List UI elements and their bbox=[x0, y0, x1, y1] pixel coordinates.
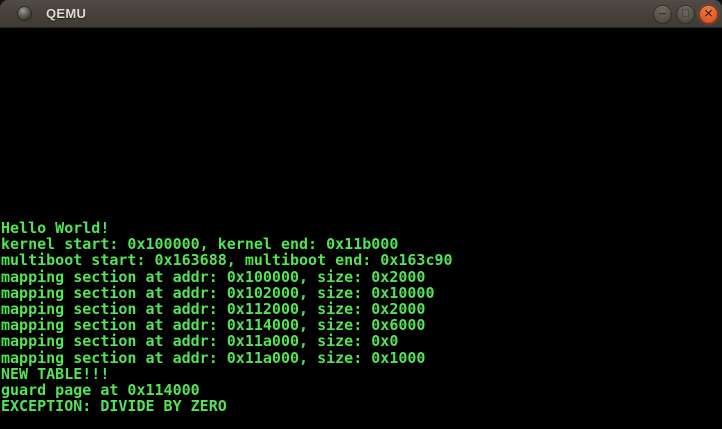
console-line: mapping section at addr: 0x112000, size:… bbox=[1, 299, 426, 318]
console-line: multiboot start: 0x163688, multiboot end… bbox=[1, 251, 453, 270]
minimize-icon: − bbox=[657, 6, 668, 20]
console-line: NEW TABLE!!! bbox=[1, 364, 110, 383]
console-line: mapping section at addr: 0x11a000, size:… bbox=[1, 332, 399, 351]
window-title: QEMU bbox=[46, 6, 87, 21]
console-line: Hello World! bbox=[1, 219, 110, 237]
console-output: Hello World! kernel start: 0x100000, kern… bbox=[1, 220, 453, 414]
console-line: mapping section at addr: 0x11a000, size:… bbox=[1, 348, 426, 367]
maximize-icon: □ bbox=[681, 8, 690, 18]
window-controls: − □ ✕ bbox=[653, 4, 718, 24]
console-line: EXCEPTION: DIVIDE BY ZERO bbox=[1, 397, 227, 416]
qemu-display[interactable]: Hello World! kernel start: 0x100000, kern… bbox=[0, 28, 722, 429]
maximize-button[interactable]: □ bbox=[676, 4, 695, 24]
console-line: mapping section at addr: 0x102000, size:… bbox=[1, 283, 435, 302]
titlebar[interactable]: QEMU − □ ✕ bbox=[0, 0, 722, 28]
console-line: mapping section at addr: 0x100000, size:… bbox=[1, 267, 426, 286]
close-icon: ✕ bbox=[703, 6, 714, 20]
minimize-button[interactable]: − bbox=[653, 4, 672, 24]
console-line: guard page at 0x114000 bbox=[1, 380, 200, 399]
console-line: mapping section at addr: 0x114000, size:… bbox=[1, 316, 426, 335]
close-button[interactable]: ✕ bbox=[699, 4, 718, 24]
console-line: kernel start: 0x100000, kernel end: 0x11… bbox=[1, 235, 399, 254]
window-icon bbox=[18, 7, 31, 20]
